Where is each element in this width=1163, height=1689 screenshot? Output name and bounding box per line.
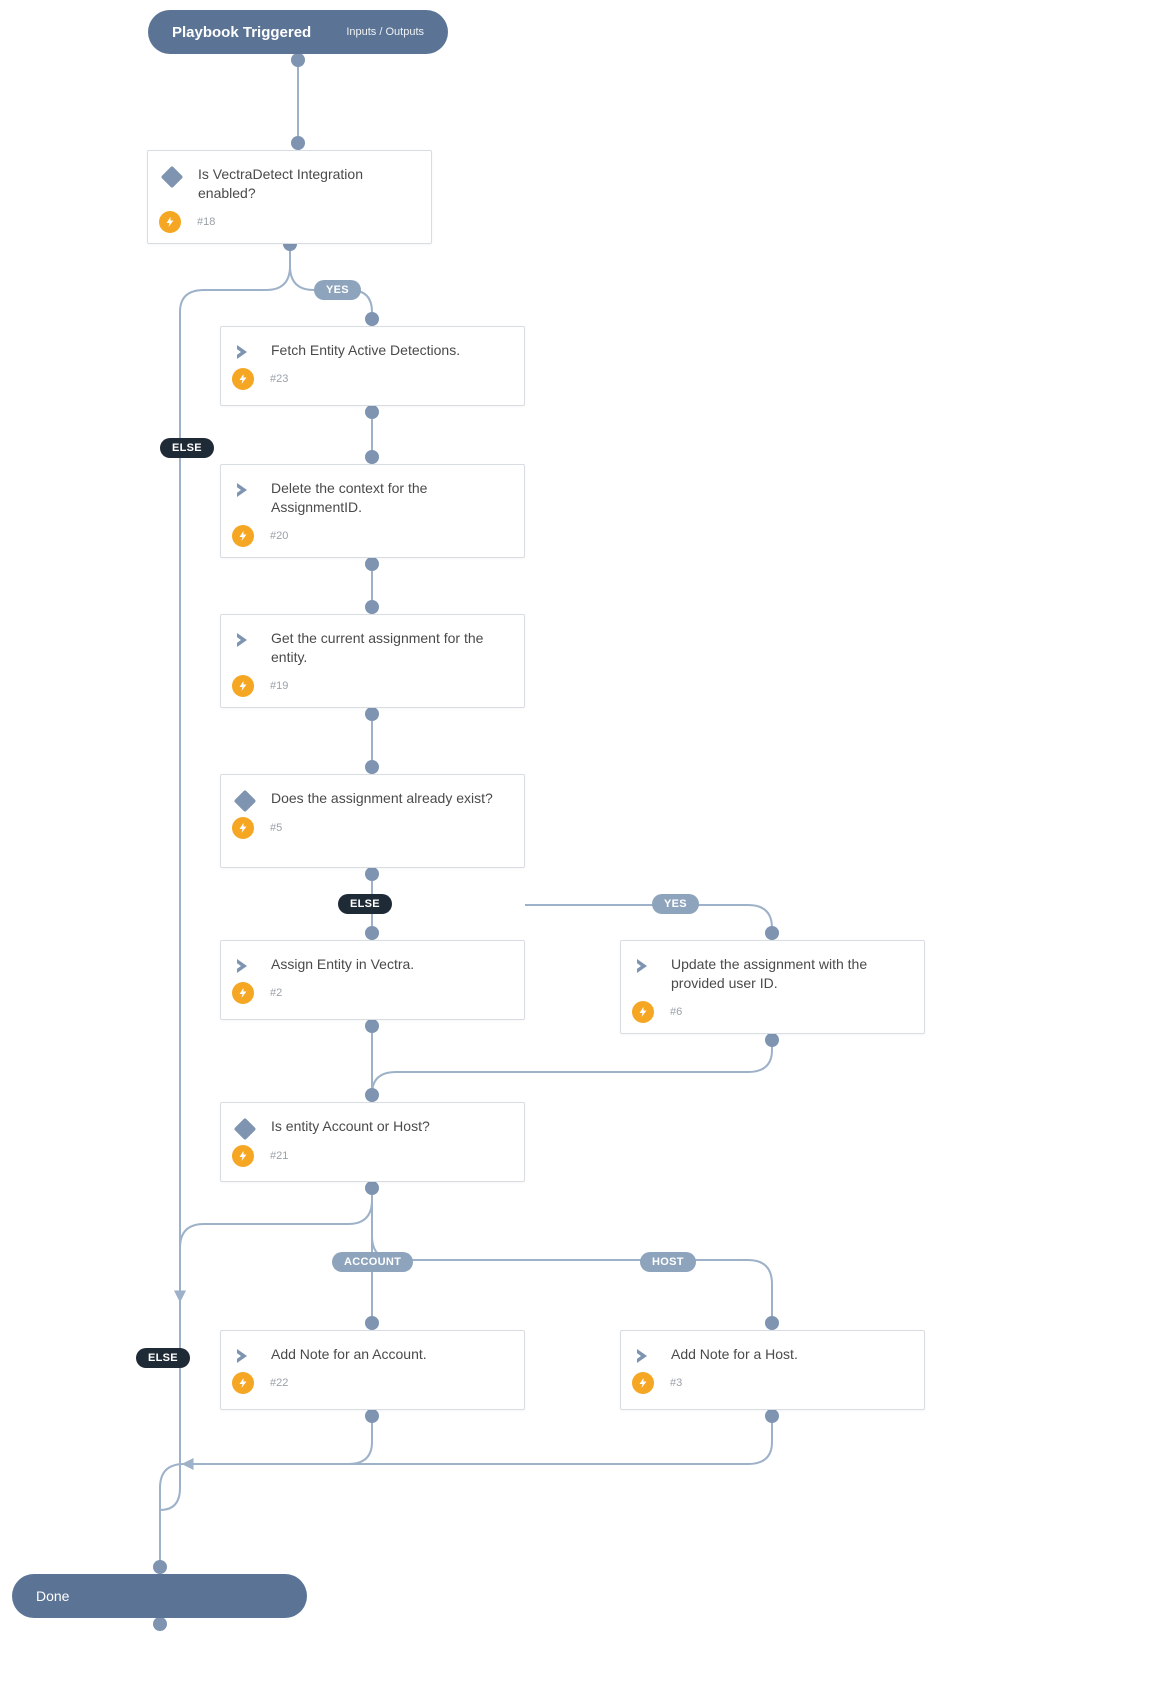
edge-e-n21-else (180, 1182, 372, 1300)
condition-icon (237, 789, 257, 809)
inputs-outputs-label[interactable]: Inputs / Outputs (346, 26, 424, 38)
connector-port (765, 926, 779, 940)
edge-e-n5-n6 (525, 905, 772, 940)
connector-port (365, 600, 379, 614)
connector-port (365, 1181, 379, 1195)
task-card-n20[interactable]: Delete the context for the AssignmentID.… (220, 464, 525, 558)
task-card-n5[interactable]: Does the assignment already exist? #5 (220, 774, 525, 868)
task-title: Is VectraDetect Integration enabled? (198, 165, 415, 203)
connector-port (765, 1409, 779, 1423)
task-title: Update the assignment with the provided … (671, 955, 908, 993)
task-id-tag: #5 (270, 822, 282, 834)
task-title: Fetch Entity Active Detections. (271, 341, 466, 360)
done-label: Done (36, 1588, 69, 1604)
action-chevron-icon (237, 341, 257, 359)
task-id-tag: #2 (270, 987, 282, 999)
task-id-tag: #22 (270, 1377, 288, 1389)
automation-bolt-icon (632, 1372, 654, 1394)
task-card-n3[interactable]: Add Note for a Host. #3 (620, 1330, 925, 1410)
connector-port (365, 1316, 379, 1330)
playbook-done-node[interactable]: Done (12, 1574, 307, 1618)
connector-port (365, 557, 379, 571)
automation-bolt-icon (232, 675, 254, 697)
edge-e-n3-done (184, 1410, 772, 1464)
connector-port (765, 1033, 779, 1047)
connector-port (365, 312, 379, 326)
action-chevron-icon (237, 1345, 257, 1363)
connector-port (365, 926, 379, 940)
edge-label-lbl-account: ACCOUNT (332, 1252, 413, 1272)
action-chevron-icon (637, 955, 657, 973)
edge-label-lbl-else-1: ELSE (160, 438, 214, 458)
edge-label-lbl-yes-1: YES (314, 280, 361, 300)
connector-port (765, 1316, 779, 1330)
task-card-n6[interactable]: Update the assignment with the provided … (620, 940, 925, 1034)
connector-port (365, 405, 379, 419)
task-id-tag: #6 (670, 1006, 682, 1018)
edge-e-else-done (160, 1300, 180, 1574)
task-title: Add Note for a Host. (671, 1345, 804, 1364)
condition-icon (164, 165, 184, 185)
condition-icon (237, 1117, 257, 1137)
task-title: Does the assignment already exist? (271, 789, 499, 808)
connector-port (365, 450, 379, 464)
action-chevron-icon (237, 955, 257, 973)
automation-bolt-icon (632, 1001, 654, 1023)
task-card-n19[interactable]: Get the current assignment for the entit… (220, 614, 525, 708)
task-id-tag: #18 (197, 216, 215, 228)
connector-port (365, 760, 379, 774)
task-card-n21[interactable]: Is entity Account or Host? #21 (220, 1102, 525, 1182)
task-title: Is entity Account or Host? (271, 1117, 436, 1136)
edges-layer (0, 0, 1163, 1689)
automation-bolt-icon (232, 525, 254, 547)
task-card-n22[interactable]: Add Note for an Account. #22 (220, 1330, 525, 1410)
connector-port (365, 1019, 379, 1033)
task-title: Get the current assignment for the entit… (271, 629, 508, 667)
connector-port (365, 707, 379, 721)
edge-label-lbl-else-2: ELSE (338, 894, 392, 914)
edge-e-n22-done (160, 1410, 372, 1574)
edge-e-n21-n3 (372, 1200, 772, 1330)
task-card-n18[interactable]: Is VectraDetect Integration enabled? #18 (147, 150, 432, 244)
connector-port (153, 1617, 167, 1631)
edge-e-n6-n21 (372, 1034, 772, 1102)
connector-port (291, 136, 305, 150)
connector-port (365, 1088, 379, 1102)
task-id-tag: #3 (670, 1377, 682, 1389)
flowchart-canvas: Playbook Triggered Inputs / Outputs Is V… (0, 0, 1163, 1689)
automation-bolt-icon (232, 982, 254, 1004)
task-id-tag: #23 (270, 373, 288, 385)
connector-port (365, 1409, 379, 1423)
task-card-n2[interactable]: Assign Entity in Vectra. #2 (220, 940, 525, 1020)
task-title: Add Note for an Account. (271, 1345, 433, 1364)
connector-port (291, 53, 305, 67)
task-id-tag: #21 (270, 1150, 288, 1162)
connector-port (365, 867, 379, 881)
action-chevron-icon (637, 1345, 657, 1363)
task-title: Assign Entity in Vectra. (271, 955, 420, 974)
automation-bolt-icon (232, 817, 254, 839)
automation-bolt-icon (232, 1372, 254, 1394)
connector-port (153, 1560, 167, 1574)
automation-bolt-icon (232, 1145, 254, 1167)
edge-label-lbl-yes-2: YES (652, 894, 699, 914)
edge-label-lbl-else-3: ELSE (136, 1348, 190, 1368)
action-chevron-icon (237, 629, 257, 647)
edge-label-lbl-host: HOST (640, 1252, 696, 1272)
task-id-tag: #20 (270, 530, 288, 542)
action-chevron-icon (237, 479, 257, 497)
task-card-n23[interactable]: Fetch Entity Active Detections. #23 (220, 326, 525, 406)
playbook-start-node[interactable]: Playbook Triggered Inputs / Outputs (148, 10, 448, 54)
automation-bolt-icon (232, 368, 254, 390)
task-title: Delete the context for the AssignmentID. (271, 479, 508, 517)
playbook-start-title: Playbook Triggered (172, 24, 311, 41)
task-id-tag: #19 (270, 680, 288, 692)
automation-bolt-icon (159, 211, 181, 233)
